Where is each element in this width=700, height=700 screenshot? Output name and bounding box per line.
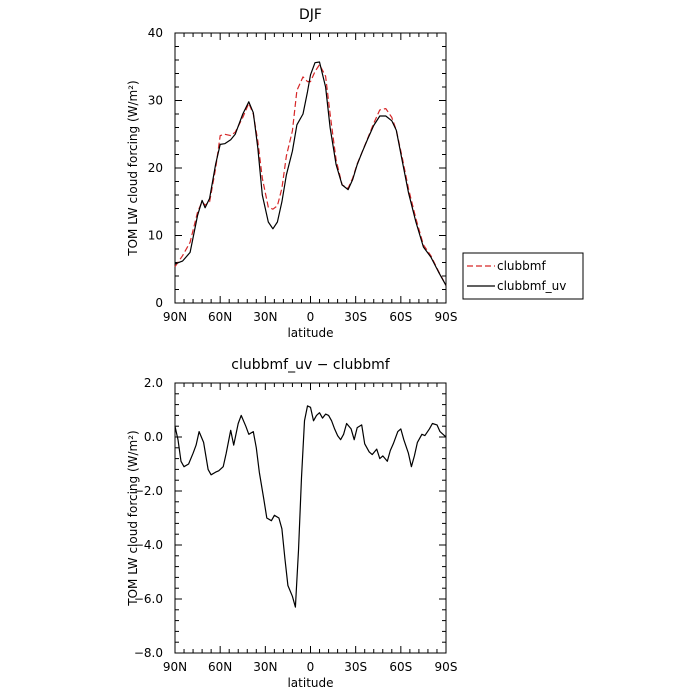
bottom-x-tick-label: 60S bbox=[389, 660, 412, 674]
top-x-tick-label: 0 bbox=[307, 310, 315, 324]
top-y-axis-label: TOM LW cloud forcing (W/m²) bbox=[126, 80, 140, 257]
bottom-plot-frame bbox=[174, 382, 447, 654]
bottom-x-tick-label: 90S bbox=[435, 660, 458, 674]
bottom-y-tick-label: −4.0 bbox=[134, 538, 163, 552]
bottom-y-tick-label: 0.0 bbox=[144, 430, 163, 444]
top-y-tick-label: 0 bbox=[155, 296, 163, 310]
top-x-tick-label: 30N bbox=[253, 310, 277, 324]
legend-label-clubbmf: clubbmf bbox=[497, 259, 546, 273]
bottom-chart: clubbmf_uv − clubbmf 90N 60N 30N 0 30S 60S 90S −… bbox=[126, 357, 457, 690]
bottom-y-axis-label: TOM LW cloud forcing (W/m²) bbox=[126, 430, 140, 607]
bottom-y-tick-label: −8.0 bbox=[134, 646, 163, 660]
bottom-x-tick-label: 60N bbox=[208, 660, 232, 674]
top-x-tick-label: 60S bbox=[389, 310, 412, 324]
bottom-y-tick-label: −2.0 bbox=[134, 484, 163, 498]
top-y-tick-label: 20 bbox=[148, 161, 163, 175]
top-series-line-clubbmf_uv bbox=[174, 61, 447, 286]
top-chart: DJF 90N 60N 30N 0 30S 60S 90S 0 10 20 30 40 latitude T… bbox=[126, 7, 584, 340]
top-series-line-clubbmf bbox=[174, 64, 447, 286]
top-chart-title: DJF bbox=[299, 7, 322, 23]
bottom-x-tick-label: 30S bbox=[344, 660, 367, 674]
bottom-x-axis-label: latitude bbox=[287, 676, 333, 690]
top-x-tick-label: 30S bbox=[344, 310, 367, 324]
top-x-axis-label: latitude bbox=[287, 326, 333, 340]
bottom-x-tick-label: 30N bbox=[253, 660, 277, 674]
top-y-tick-label: 30 bbox=[148, 94, 163, 108]
top-x-tick-label: 90S bbox=[435, 310, 458, 324]
top-y-tick-label: 40 bbox=[148, 26, 163, 40]
top-x-tick-label: 60N bbox=[208, 310, 232, 324]
top-x-tick-label: 90N bbox=[163, 310, 187, 324]
legend-box bbox=[462, 252, 584, 300]
bottom-series-line-difference bbox=[174, 405, 447, 608]
bottom-x-tick-label: 0 bbox=[307, 660, 315, 674]
bottom-x-tick-label: 90N bbox=[163, 660, 187, 674]
legend-label-clubbmf_uv: clubbmf_uv bbox=[497, 279, 566, 293]
bottom-chart-title: clubbmf_uv − clubbmf bbox=[231, 357, 390, 373]
top-y-tick-label: 10 bbox=[148, 229, 163, 243]
bottom-y-tick-label: −6.0 bbox=[134, 592, 163, 606]
bottom-y-tick-label: 2.0 bbox=[144, 376, 163, 390]
